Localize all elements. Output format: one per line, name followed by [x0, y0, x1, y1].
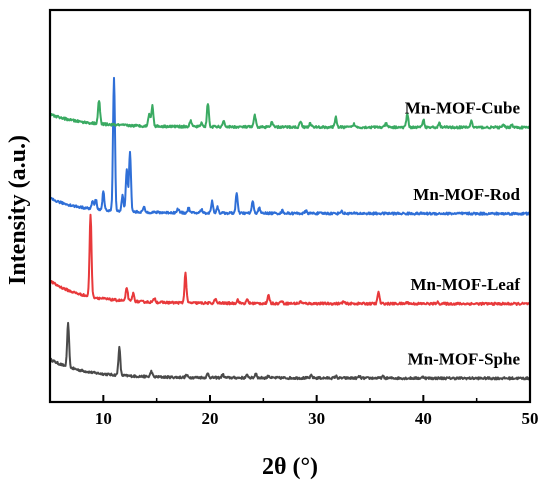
- plot-frame: [48, 8, 532, 404]
- x-tick-label: 10: [95, 409, 112, 428]
- y-axis-label: Intensity (a.u.): [5, 135, 31, 285]
- x-tick-label: 30: [308, 409, 325, 428]
- series-curves: [49, 76, 531, 381]
- x-axis-ticks: 10 20 30 40 50: [95, 395, 539, 428]
- x-tick-label: 20: [202, 409, 219, 428]
- x-axis-label: 2θ (°): [262, 454, 318, 480]
- series-label-mn-mof-leaf: Mn-MOF-Leaf: [410, 275, 520, 294]
- x-tick-label: 40: [415, 409, 432, 428]
- series-label-mn-mof-rod: Mn-MOF-Rod: [413, 185, 520, 204]
- series-label-mn-mof-cube: Mn-MOF-Cube: [405, 99, 521, 118]
- series-line-mn-mof-rod: [49, 76, 531, 216]
- series-line-mn-mof-leaf: [49, 213, 531, 306]
- series-line-mn-mof-cube: [49, 100, 531, 130]
- series-line-mn-mof-sphe: [49, 321, 531, 381]
- series-label-mn-mof-sphe: Mn-MOF-Sphe: [408, 349, 521, 368]
- series-labels: Mn-MOF-Sphe Mn-MOF-Leaf Mn-MOF-Rod Mn-MOF-C…: [405, 99, 521, 369]
- x-tick-label: 50: [522, 409, 539, 428]
